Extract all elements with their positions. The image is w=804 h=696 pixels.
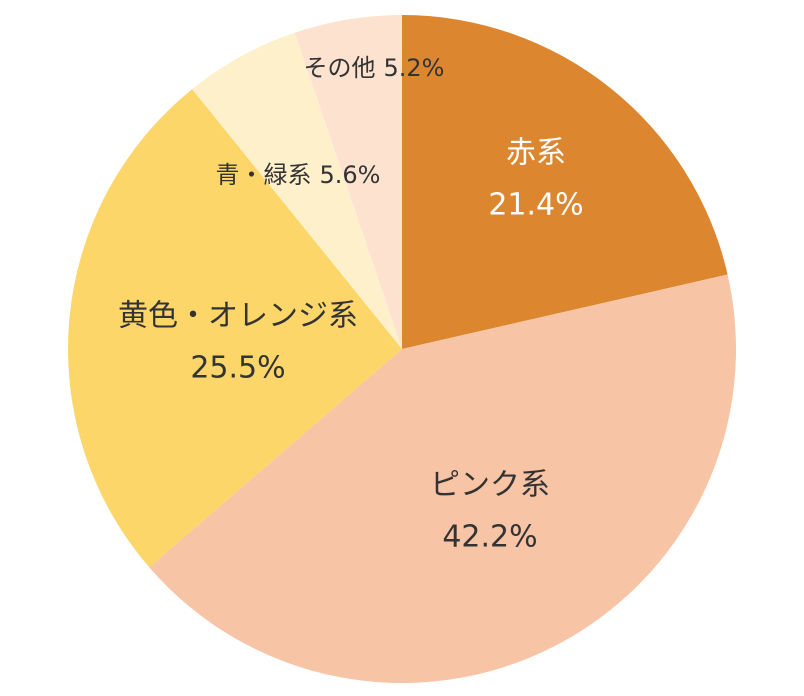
- slice-category-label: ピンク系: [430, 468, 550, 503]
- slice-label-5: その他 5.2%: [304, 54, 445, 82]
- pie-slice-3: [67, 89, 402, 568]
- slice-value-label: 5.6%: [320, 161, 381, 189]
- slice-category-label: 青・緑系: [216, 161, 312, 189]
- slice-category-label: その他: [304, 54, 376, 82]
- slice-label-4: 青・緑系 5.6%: [216, 161, 381, 189]
- slice-value-label: 21.4%: [488, 188, 583, 223]
- pie-slice-2: [149, 274, 736, 684]
- slice-category-label: 赤系: [506, 136, 566, 171]
- pie-slice-4: [192, 32, 402, 349]
- pie-slices: [67, 15, 736, 684]
- pie-slice-5: [294, 15, 402, 349]
- slice-value-label: 5.2%: [384, 54, 445, 82]
- slice-labels: 赤系 21.4% ピンク系 42.2% 黄色・オレンジ系 25.5% 青・緑系 5.6% その他…: [118, 54, 584, 555]
- pie-slice-1: [402, 15, 728, 349]
- slice-value-label: 25.5%: [190, 351, 285, 386]
- slice-value-label: 42.2%: [442, 520, 537, 555]
- slice-category-label: 黄色・オレンジ系: [118, 299, 358, 334]
